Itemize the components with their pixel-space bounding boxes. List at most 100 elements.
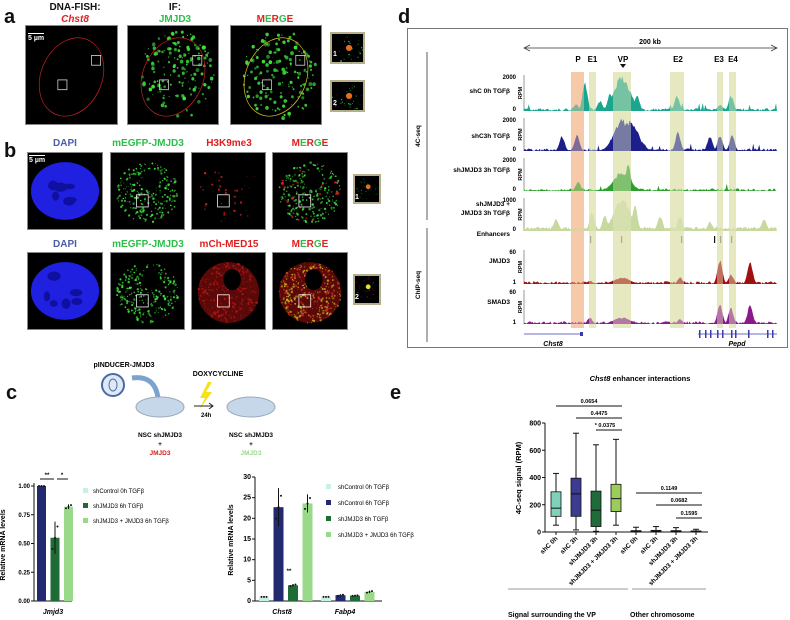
tick-label: 600 bbox=[529, 448, 541, 455]
merge-letter: M bbox=[291, 138, 300, 149]
box bbox=[670, 530, 682, 533]
data-point bbox=[54, 536, 56, 539]
tick-label: 400 bbox=[529, 475, 541, 482]
dish2-label: NSC shJMJD3 bbox=[229, 432, 273, 439]
merge-label: MERGE bbox=[272, 138, 348, 149]
legend-label: shJMJD3 6h TGFβ bbox=[338, 517, 389, 523]
egfp-label: mEGFP-JMJD3 bbox=[112, 138, 184, 149]
bar bbox=[321, 596, 331, 601]
data-point bbox=[342, 593, 344, 596]
dna-fish-image bbox=[25, 25, 118, 125]
tick-label: 200 bbox=[529, 502, 541, 509]
box bbox=[630, 530, 642, 533]
p-value-label: * 0.0375 bbox=[595, 423, 616, 429]
legend-swatch bbox=[326, 532, 331, 537]
data-point bbox=[304, 507, 306, 510]
data-point bbox=[322, 595, 325, 598]
schematic: pINDUCER-JMJD3 DOXYCYCLINE 24h NSC shJMJ… bbox=[93, 362, 276, 457]
category-label: shJMJD3 + JMJD3 3h bbox=[648, 535, 700, 587]
p-value-label: 0.1595 bbox=[681, 511, 698, 517]
bar bbox=[37, 486, 46, 601]
tick-label: 1.00 bbox=[18, 484, 30, 490]
inset-2 bbox=[330, 80, 365, 113]
category-label: Chst8 bbox=[272, 609, 292, 616]
box bbox=[650, 529, 662, 533]
dish-icon bbox=[226, 396, 276, 418]
inset-1-label: 1 bbox=[355, 194, 359, 201]
category-label: Jmjd3 bbox=[43, 609, 63, 616]
inset-2-label: 2 bbox=[333, 100, 337, 107]
significance-label: ** bbox=[45, 473, 50, 479]
data-point bbox=[65, 507, 67, 510]
legend-swatch bbox=[83, 518, 88, 523]
arrow-head-icon bbox=[208, 402, 214, 410]
data-point bbox=[56, 525, 59, 528]
tick-label: 20 bbox=[243, 515, 251, 522]
data-point bbox=[289, 585, 292, 588]
category-label: shC 3h bbox=[639, 535, 659, 555]
data-point bbox=[325, 595, 327, 598]
tick-label: 0.25 bbox=[18, 570, 30, 576]
inset-1 bbox=[353, 174, 381, 204]
virus-icon bbox=[101, 373, 125, 397]
merge-letter: M bbox=[256, 14, 265, 25]
merge-letter: E bbox=[264, 14, 272, 25]
merge-letter: G bbox=[313, 138, 322, 149]
merge-letter: E bbox=[299, 239, 307, 250]
merge-letter: E bbox=[321, 138, 329, 149]
data-point bbox=[292, 584, 294, 587]
tick-label: Relative mRNA levels bbox=[0, 509, 7, 580]
jmjd3-if-image bbox=[127, 25, 219, 125]
bar bbox=[364, 591, 375, 601]
drug-label: DOXYCYCLINE bbox=[193, 371, 244, 378]
tick-label: 0.75 bbox=[18, 513, 30, 519]
dna-fish-title: DNA-FISH: bbox=[49, 2, 101, 13]
bar bbox=[259, 596, 269, 601]
data-point bbox=[38, 485, 40, 487]
data-point bbox=[368, 590, 371, 593]
data-point bbox=[280, 494, 282, 497]
box bbox=[550, 491, 562, 517]
legend-swatch bbox=[326, 484, 331, 489]
inset-1 bbox=[330, 32, 365, 64]
tick-label: 0 bbox=[537, 530, 541, 537]
legend-swatch bbox=[83, 488, 88, 493]
egfp-image bbox=[110, 152, 185, 230]
construct-label: pINDUCER-JMJD3 bbox=[93, 362, 154, 369]
legend-label: shJMJD3 + JMJD3 6h TGFβ bbox=[93, 519, 169, 525]
legend-label: shControl 0h TGFβ bbox=[93, 489, 145, 495]
category-label: shJMJD3 + JMJD3 3h bbox=[568, 535, 620, 587]
dapi-image bbox=[27, 152, 103, 230]
data-point bbox=[43, 485, 45, 487]
jmjd3-green-label: JMJD3 bbox=[241, 450, 262, 457]
bar bbox=[288, 585, 298, 601]
bar bbox=[302, 503, 313, 601]
merge-letter: R bbox=[271, 14, 279, 25]
tick-label: 5 bbox=[247, 577, 251, 584]
tick-label: 30 bbox=[243, 474, 251, 481]
legend-label: shControl 6h TGFβ bbox=[338, 501, 390, 507]
data-point bbox=[354, 594, 356, 597]
panel-b-label: b bbox=[4, 140, 17, 162]
data-point bbox=[327, 595, 330, 598]
plus-label: + bbox=[249, 441, 253, 448]
legend-label: shJMJD3 6h TGFβ bbox=[93, 504, 144, 510]
box bbox=[590, 490, 602, 527]
panel-c-label: c bbox=[6, 382, 18, 404]
data-point bbox=[265, 595, 268, 598]
legend-swatch bbox=[326, 500, 331, 505]
data-point bbox=[263, 595, 265, 598]
tick-label: 800 bbox=[529, 421, 541, 428]
tick-label: Relative mRNA levels bbox=[228, 504, 235, 575]
merge-image bbox=[272, 152, 348, 230]
data-point bbox=[260, 595, 263, 598]
category-label: shC 0h bbox=[539, 535, 559, 555]
h3k9me3-image bbox=[191, 152, 266, 230]
merge-letter: E bbox=[299, 138, 307, 149]
data-point bbox=[366, 591, 368, 594]
category-label: shC 3h bbox=[559, 535, 579, 555]
scale-bar: 5 µm bbox=[29, 155, 46, 164]
time-label: 24h bbox=[201, 413, 212, 419]
tick-label: 15 bbox=[243, 536, 251, 543]
significance-label: ** bbox=[287, 569, 292, 575]
